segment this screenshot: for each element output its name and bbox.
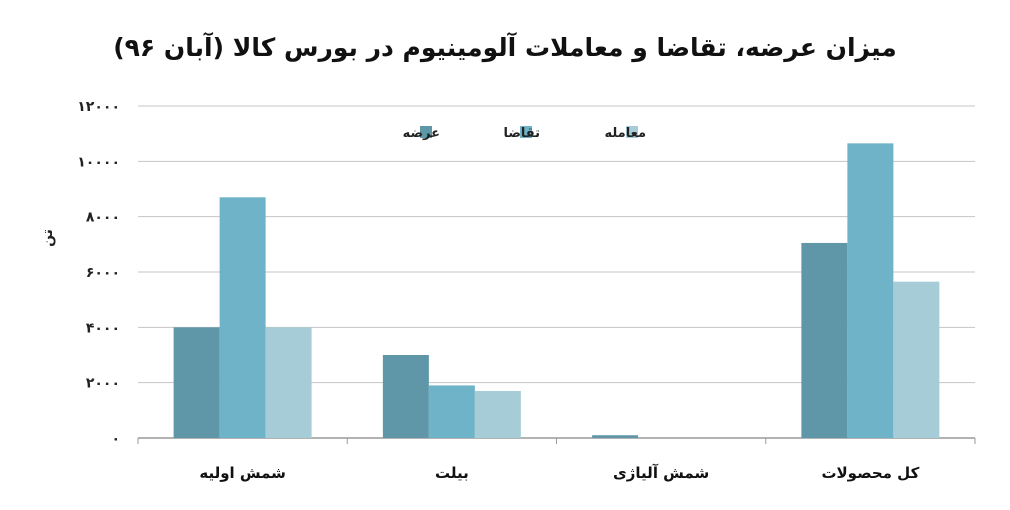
bar bbox=[265, 327, 312, 438]
bar bbox=[592, 435, 639, 438]
y-axis-label: تن bbox=[40, 229, 56, 247]
chart-title: میزان عرضه، تقاضا و معاملات آلومینیوم در… bbox=[113, 32, 897, 63]
bar bbox=[382, 355, 429, 438]
category-label: شمش آلیاژی bbox=[613, 464, 709, 482]
bar bbox=[893, 281, 940, 438]
y-tick-label: ۲۰۰۰ bbox=[86, 376, 120, 392]
legend-label: تقاضا bbox=[503, 126, 540, 141]
y-tick-label: ۰ bbox=[111, 431, 120, 447]
y-axis-ticks: ۰ ۲۰۰۰ ۴۰۰۰ ۶۰۰۰ ۸۰۰۰ ۱۰۰۰۰ ۱۲۰۰۰ bbox=[77, 99, 120, 447]
category-label: کل محصولات bbox=[821, 464, 919, 482]
y-tick-label: ۱۲۰۰۰ bbox=[77, 99, 120, 115]
x-axis-categories: شمش اولیه بیلت شمش آلیاژی کل محصولات bbox=[199, 464, 919, 482]
bar bbox=[847, 143, 894, 438]
bar bbox=[219, 197, 266, 438]
y-tick-label: ۴۰۰۰ bbox=[86, 320, 120, 336]
bar bbox=[173, 327, 220, 438]
bars bbox=[173, 143, 940, 438]
bar bbox=[428, 385, 475, 438]
legend-swatch bbox=[420, 126, 432, 138]
y-tick-label: ۱۰۰۰۰ bbox=[77, 154, 120, 170]
category-label: شمش اولیه bbox=[199, 464, 286, 482]
y-tick-label: ۸۰۰۰ bbox=[86, 210, 120, 226]
bar bbox=[474, 390, 521, 438]
legend: عرضه تقاضا معامله bbox=[403, 126, 646, 141]
legend-label: معامله bbox=[604, 126, 646, 141]
legend-swatch bbox=[520, 126, 532, 138]
legend-label: عرضه bbox=[403, 126, 440, 141]
category-label: بیلت bbox=[435, 464, 469, 482]
bar bbox=[801, 242, 848, 438]
legend-swatch bbox=[626, 126, 638, 138]
y-tick-label: ۶۰۰۰ bbox=[86, 265, 120, 281]
